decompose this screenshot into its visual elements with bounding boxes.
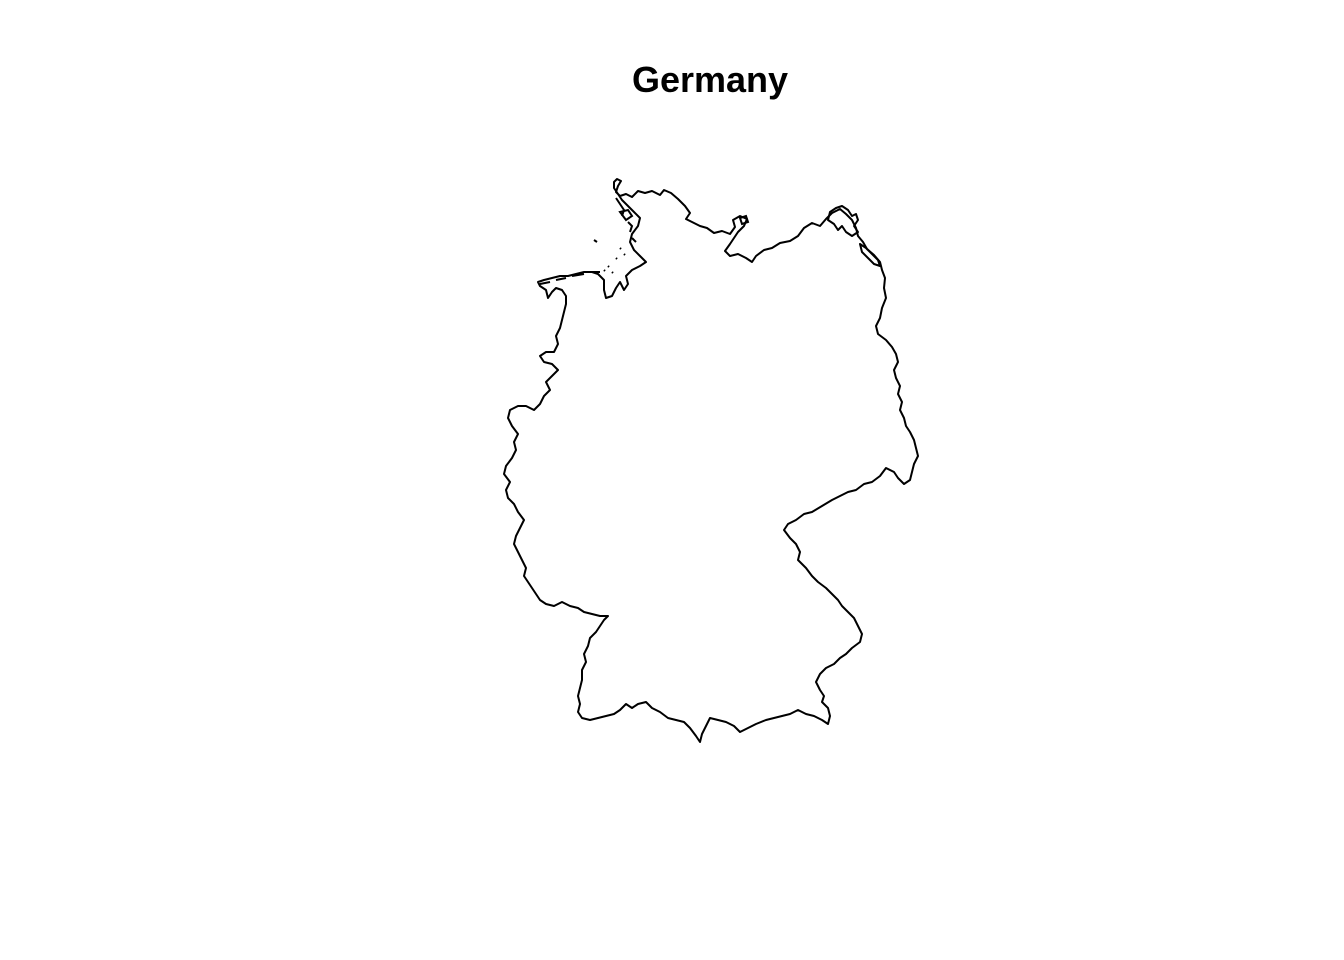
ruegen-island [827,205,859,237]
mainland-border [503,178,919,743]
halligen-dots [603,247,626,274]
pellworm-island [631,237,637,243]
fehmarn-island [738,214,750,226]
east-frisian-islands [539,271,600,285]
sylt-island [615,197,626,217]
foehr-island [618,208,634,222]
helgoland-island [593,239,598,243]
usedom-island [859,243,881,267]
country-outline [503,178,919,743]
amrum-island [627,221,634,233]
